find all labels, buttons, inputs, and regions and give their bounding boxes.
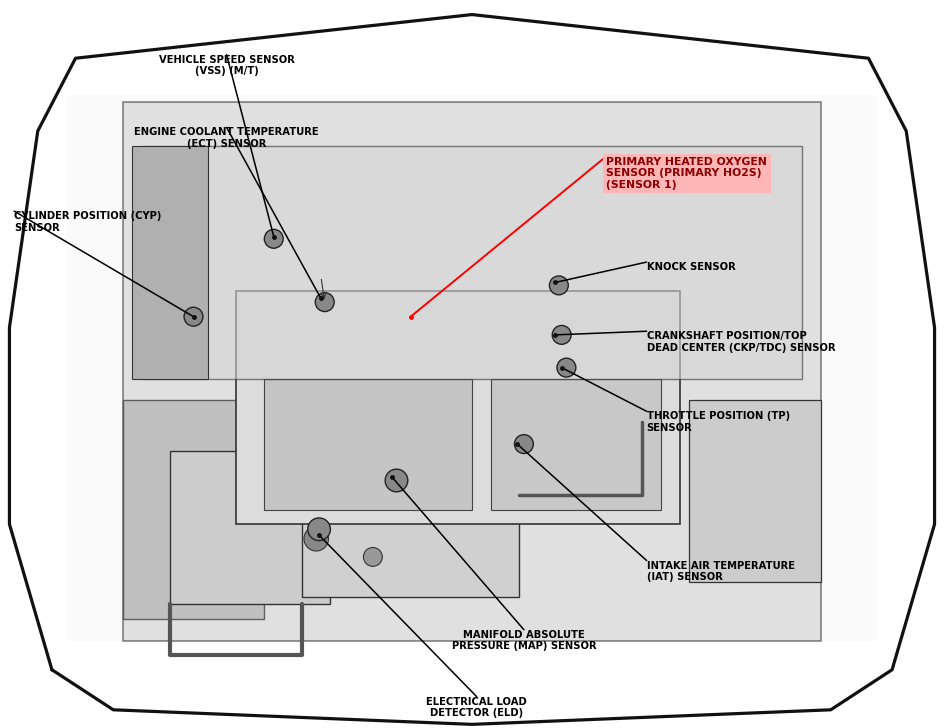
Text: CRANKSHAFT POSITION/TOP
DEAD CENTER (CKP/TDC) SENSOR: CRANKSHAFT POSITION/TOP DEAD CENTER (CKP… bbox=[647, 331, 835, 353]
Polygon shape bbox=[491, 379, 661, 510]
Circle shape bbox=[304, 526, 329, 551]
Polygon shape bbox=[132, 146, 208, 379]
Text: MANIFOLD ABSOLUTE
PRESSURE (MAP) SENSOR: MANIFOLD ABSOLUTE PRESSURE (MAP) SENSOR bbox=[451, 630, 597, 652]
Polygon shape bbox=[302, 437, 519, 597]
Circle shape bbox=[549, 276, 568, 295]
Polygon shape bbox=[236, 291, 680, 524]
Circle shape bbox=[557, 358, 576, 377]
Text: ELECTRICAL LOAD
DETECTOR (ELD): ELECTRICAL LOAD DETECTOR (ELD) bbox=[427, 697, 527, 719]
Polygon shape bbox=[264, 379, 472, 510]
Text: THROTTLE POSITION (TP)
SENSOR: THROTTLE POSITION (TP) SENSOR bbox=[647, 411, 790, 433]
Circle shape bbox=[514, 435, 533, 454]
Text: PRIMARY HEATED OXYGEN
SENSOR (PRIMARY HO2S)
(SENSOR 1): PRIMARY HEATED OXYGEN SENSOR (PRIMARY HO… bbox=[606, 157, 767, 190]
Text: INTAKE AIR TEMPERATURE
(IAT) SENSOR: INTAKE AIR TEMPERATURE (IAT) SENSOR bbox=[647, 561, 795, 582]
Circle shape bbox=[552, 325, 571, 344]
Polygon shape bbox=[689, 400, 821, 582]
Text: VEHICLE SPEED SENSOR
(VSS) (M/T): VEHICLE SPEED SENSOR (VSS) (M/T) bbox=[159, 55, 295, 76]
Text: KNOCK SENSOR: KNOCK SENSOR bbox=[647, 262, 735, 272]
Circle shape bbox=[184, 307, 203, 326]
Polygon shape bbox=[66, 95, 878, 641]
Text: ENGINE COOLANT TEMPERATURE
(ECT) SENSOR: ENGINE COOLANT TEMPERATURE (ECT) SENSOR bbox=[134, 127, 319, 149]
Text: CYLINDER POSITION (CYP)
SENSOR: CYLINDER POSITION (CYP) SENSOR bbox=[14, 211, 161, 233]
Circle shape bbox=[315, 293, 334, 312]
Circle shape bbox=[308, 518, 330, 541]
Circle shape bbox=[264, 229, 283, 248]
Circle shape bbox=[385, 469, 408, 492]
Polygon shape bbox=[123, 102, 821, 641]
Polygon shape bbox=[170, 451, 330, 604]
Circle shape bbox=[363, 547, 382, 566]
Polygon shape bbox=[142, 146, 802, 379]
Polygon shape bbox=[123, 400, 264, 619]
